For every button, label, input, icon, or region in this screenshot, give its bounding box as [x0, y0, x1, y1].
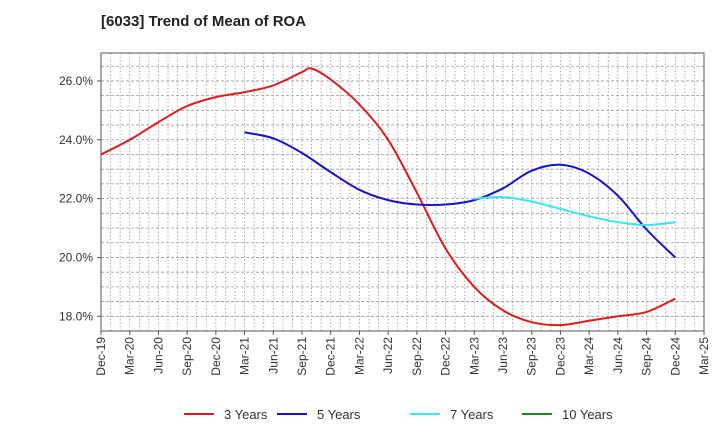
- x-tick-label: Dec-22: [439, 337, 453, 376]
- x-tick-label: Jun-22: [381, 337, 395, 374]
- series-line-3-years: [100, 67, 676, 327]
- x-tick-label: Dec-21: [324, 337, 338, 376]
- x-tick-label: Mar-20: [123, 337, 137, 375]
- legend-label: 7 Years: [450, 407, 494, 422]
- x-tick-label: Jun-20: [151, 337, 165, 374]
- x-tick-label: Mar-21: [238, 337, 252, 375]
- x-tick-label: Sep-23: [525, 337, 539, 376]
- chart-title: [6033] Trend of Mean of ROA: [101, 13, 307, 30]
- x-tick-label: Sep-22: [410, 337, 424, 376]
- x-tick-label: Mar-24: [582, 337, 596, 375]
- y-axis-ticks: 18.0% 20.0% 22.0% 24.0% 26.0%: [59, 74, 101, 323]
- x-tick-label: Jun-23: [496, 337, 510, 374]
- plot-area-frame: [100, 52, 705, 332]
- y-tick-label: 26.0%: [59, 74, 93, 88]
- x-tick-label: Mar-22: [352, 337, 366, 375]
- legend-label: 5 Years: [317, 407, 361, 422]
- x-tick-label: Dec-19: [94, 337, 108, 376]
- x-tick-label: Sep-21: [295, 337, 309, 376]
- x-tick-label: Jun-24: [611, 337, 625, 374]
- legend-label: 10 Years: [562, 407, 613, 422]
- x-tick-label: Mar-23: [467, 337, 481, 375]
- x-tick-label: Dec-24: [668, 337, 682, 376]
- y-tick-label: 18.0%: [59, 309, 93, 323]
- x-axis-ticks: Dec-19 Mar-20 Jun-20 Sep-20 Dec-20 Mar-21 Jun-…: [94, 331, 711, 376]
- series-layer: [100, 67, 676, 327]
- x-tick-label: Sep-24: [640, 337, 654, 376]
- y-tick-label: 24.0%: [59, 133, 93, 147]
- x-tick-label: Dec-20: [209, 337, 223, 376]
- y-tick-label: 22.0%: [59, 192, 93, 206]
- x-tick-label: Sep-20: [180, 337, 194, 376]
- y-tick-label: 20.0%: [59, 250, 93, 264]
- x-tick-label: Jun-21: [266, 337, 280, 374]
- legend: 3 Years 5 Years 7 Years 10 Years: [184, 407, 613, 422]
- x-tick-label: Mar-25: [697, 337, 711, 375]
- legend-label: 3 Years: [224, 407, 268, 422]
- grid-layer: [101, 53, 704, 332]
- x-tick-label: Dec-23: [553, 337, 567, 376]
- series-line-7-years: [474, 196, 676, 227]
- series-line-5-years: [244, 131, 676, 259]
